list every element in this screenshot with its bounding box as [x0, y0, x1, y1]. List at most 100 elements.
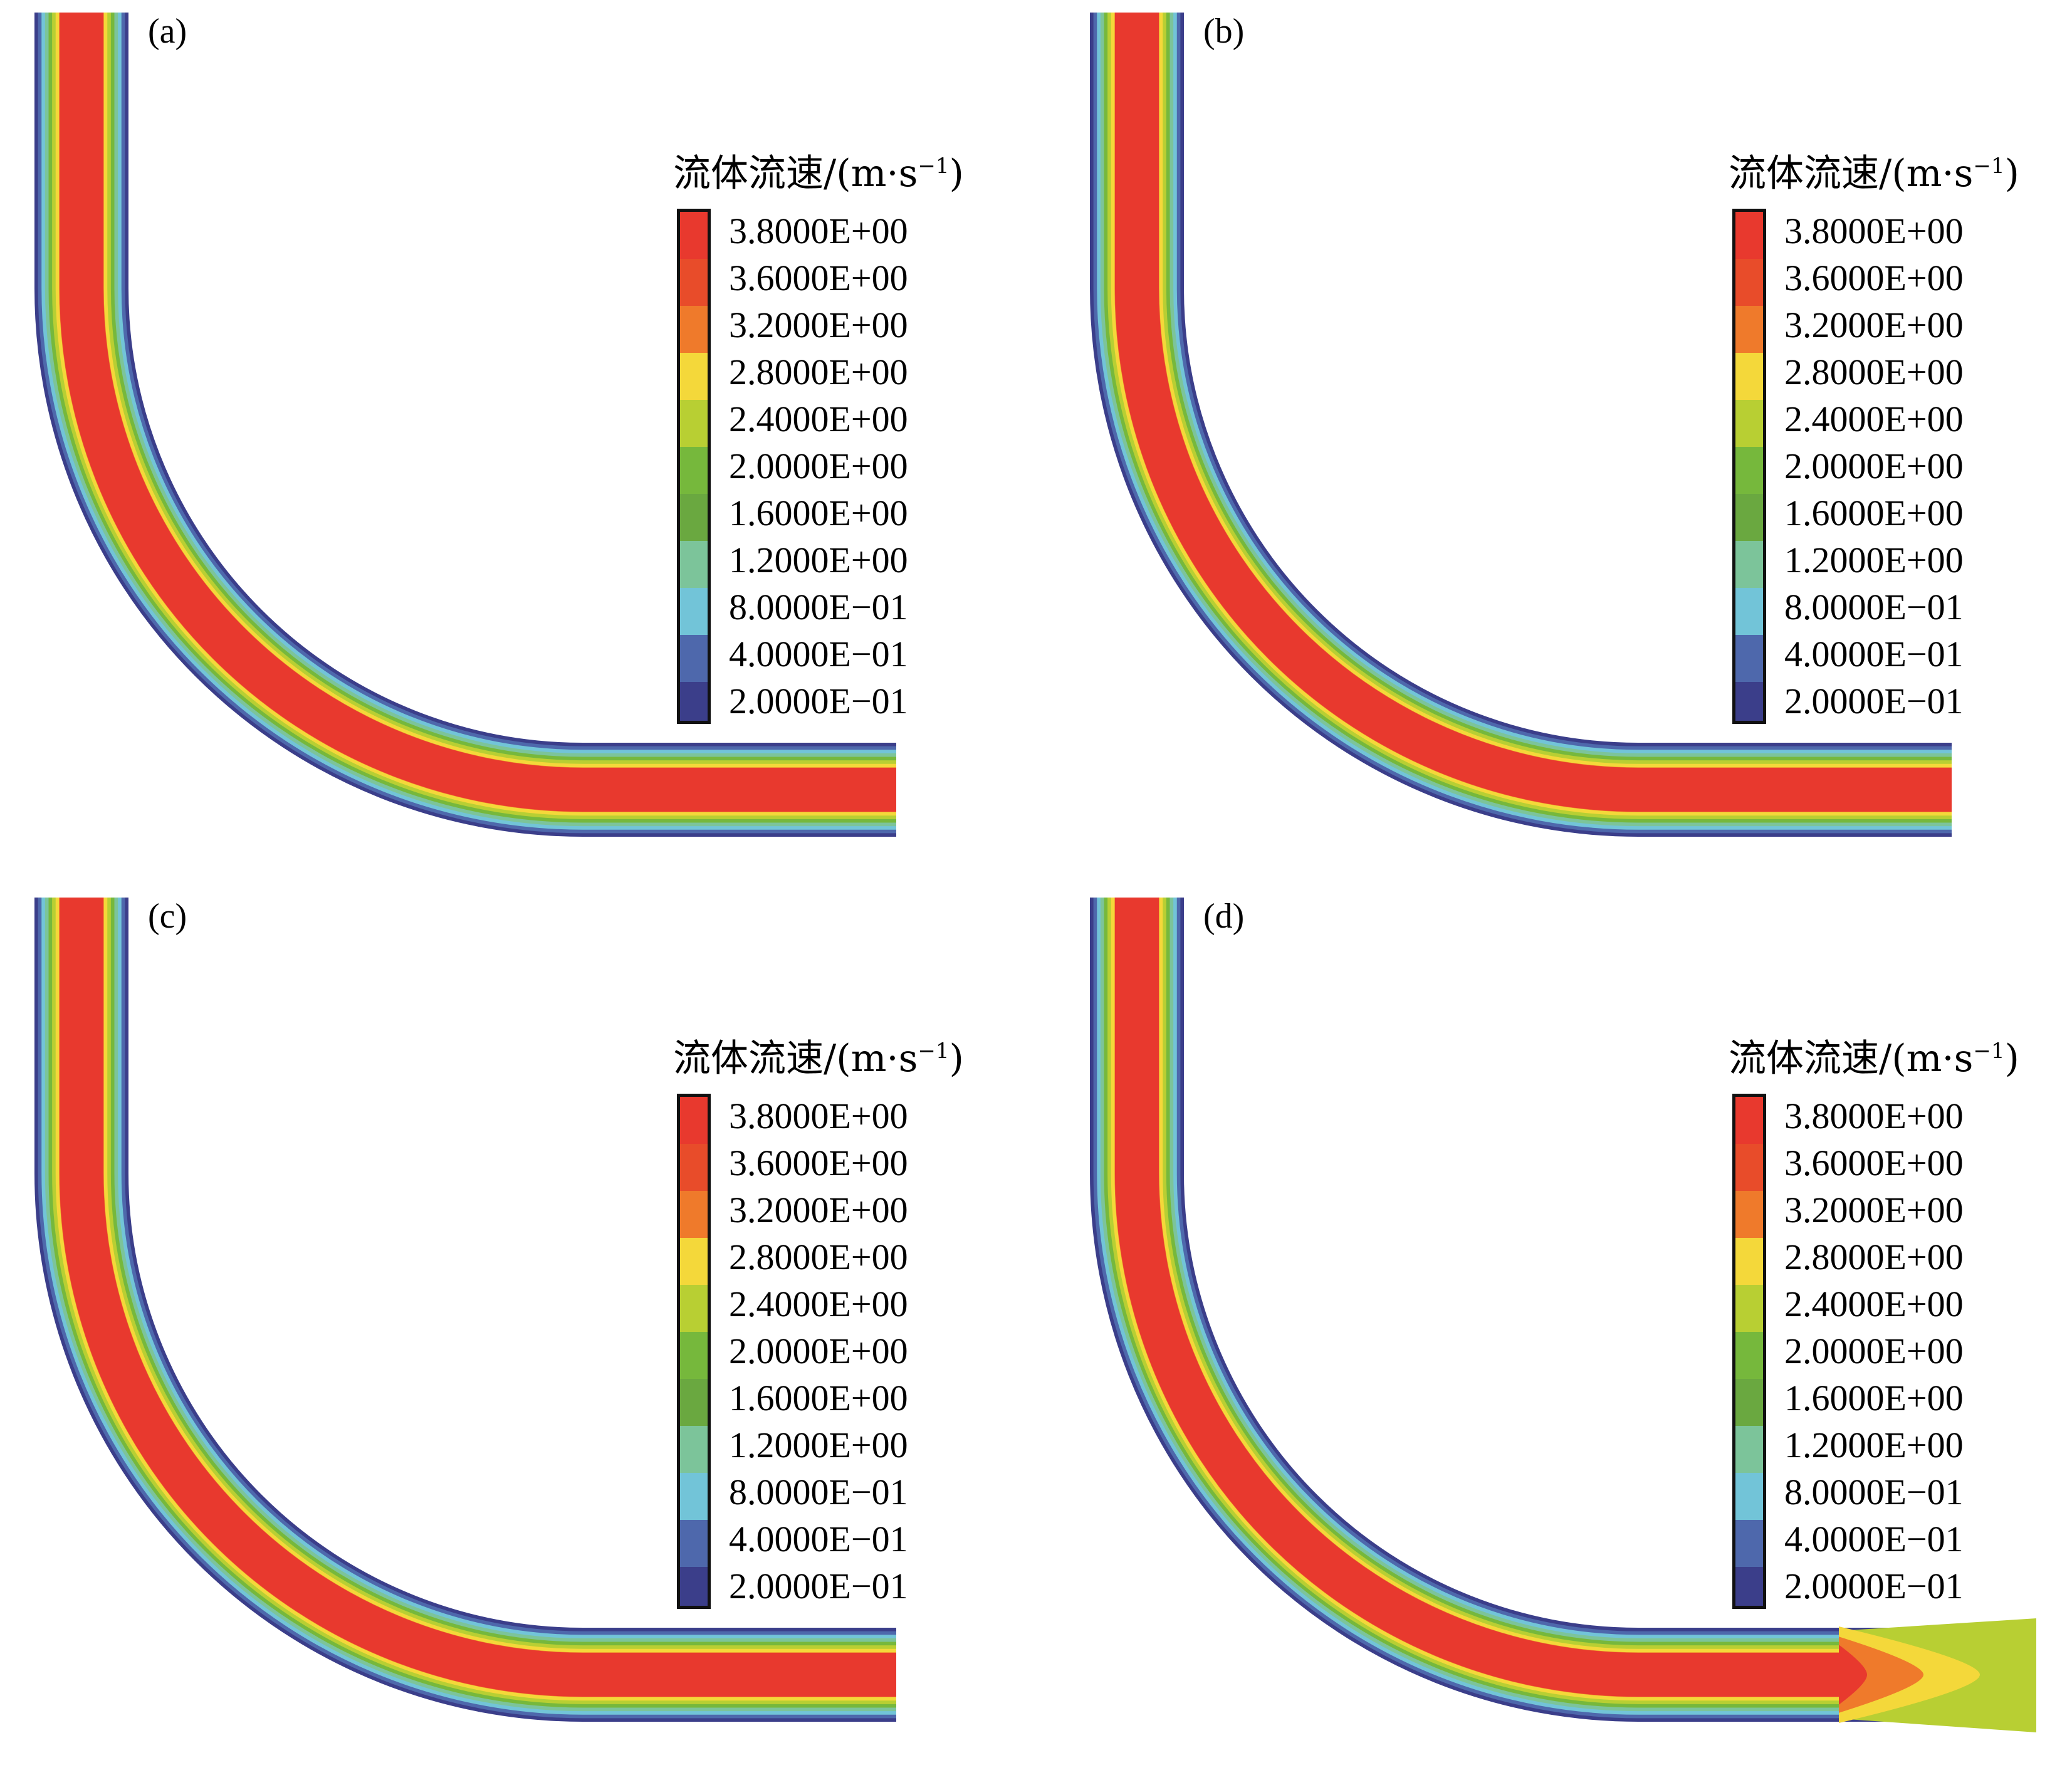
legend-value: 2.0000E+00 — [1784, 1331, 1964, 1371]
legend-swatch — [680, 541, 708, 588]
legend-value: 2.8000E+00 — [729, 1237, 908, 1277]
legend-swatch — [680, 447, 708, 494]
legend-swatch — [1735, 1097, 1763, 1144]
legend-value: 2.0000E−01 — [729, 1566, 908, 1606]
panel-b: (b) 流体流速/(m·s−1) 3.8000E+00 3.6000E+00 3.200… — [1055, 0, 2072, 885]
legend-swatch — [1735, 1191, 1763, 1238]
legend-value: 2.8000E+00 — [1784, 352, 1964, 392]
velocity-core — [60, 898, 896, 1697]
legend-swatch — [1735, 541, 1763, 588]
panel-label: (d) — [1203, 897, 1245, 936]
legend-value: 1.2000E+00 — [1784, 1425, 1964, 1465]
legend-title: 流体流速/(m·s−1) — [673, 1037, 964, 1081]
legend-swatch — [1735, 353, 1763, 400]
panel-label: (a) — [148, 12, 187, 51]
legend-swatch — [1735, 1426, 1763, 1473]
legend-swatch — [680, 1097, 708, 1144]
legend-value: 2.0000E+00 — [729, 1331, 908, 1371]
legend-swatch — [680, 1191, 708, 1238]
legend-value: 3.2000E+00 — [729, 1190, 908, 1230]
legend-swatch — [1735, 682, 1763, 721]
legend-swatch — [680, 1285, 708, 1332]
legend-value: 1.6000E+00 — [1784, 1378, 1964, 1418]
legend-swatch — [1735, 1567, 1763, 1606]
panel-d: (d) 流体流速/(m·s−1) 3.8000E+00 3.6000E+00 3.200… — [1055, 885, 2072, 1770]
legend-value: 2.0000E+00 — [729, 446, 908, 486]
legend-swatch — [680, 1144, 708, 1191]
legend-swatch — [1735, 400, 1763, 447]
pipe-velocity-contour — [34, 13, 896, 837]
legend-swatch — [680, 400, 708, 447]
legend-swatch — [680, 1238, 708, 1285]
legend-swatch — [1735, 494, 1763, 541]
legend-swatch — [680, 1567, 708, 1606]
panel-label: (c) — [148, 897, 187, 936]
legend-title: 流体流速/(m·s−1) — [673, 152, 964, 196]
legend-swatch — [680, 353, 708, 400]
legend-swatch — [1735, 212, 1763, 259]
legend-swatch — [1735, 1144, 1763, 1191]
outlet-core-layer-2 — [1839, 1645, 1867, 1705]
legend-swatch — [1735, 306, 1763, 353]
legend-value: 1.2000E+00 — [729, 540, 908, 580]
legend-value: 4.0000E−01 — [729, 634, 908, 674]
outlet-core-layer-1 — [1839, 1636, 1923, 1713]
velocity-core — [60, 13, 896, 812]
legend-value: 3.8000E+00 — [729, 211, 908, 251]
legend-swatch — [680, 306, 708, 353]
legend-title: 流体流速/(m·s−1) — [1729, 1037, 2019, 1081]
legend-value: 1.2000E+00 — [1784, 540, 1964, 580]
legend-value: 8.0000E−01 — [1784, 1472, 1964, 1512]
legend-swatch — [1735, 1520, 1763, 1567]
legend-value: 3.6000E+00 — [1784, 258, 1964, 298]
legend-value: 2.8000E+00 — [729, 352, 908, 392]
pipe-velocity-contour — [1090, 13, 1952, 837]
legend-swatch — [1735, 588, 1763, 635]
legend-value: 3.8000E+00 — [1784, 211, 1964, 251]
panel-a: (a) 流体流速/(m·s−1) 3.8000E+00 3.6000E+00 3.200… — [0, 0, 1036, 885]
legend-color-bar — [677, 1094, 711, 1609]
legend-value: 2.0000E−01 — [729, 681, 908, 721]
legend-swatch — [1735, 1238, 1763, 1285]
legend-value: 2.4000E+00 — [1784, 399, 1964, 439]
legend-value: 3.2000E+00 — [1784, 305, 1964, 345]
legend-value: 2.4000E+00 — [729, 399, 908, 439]
legend-value: 2.4000E+00 — [1784, 1284, 1964, 1324]
legend-swatch — [1735, 635, 1763, 682]
legend-color-bar — [1732, 1094, 1766, 1609]
legend-title: 流体流速/(m·s−1) — [1729, 152, 2019, 196]
legend-swatch — [680, 1426, 708, 1473]
legend-value: 3.6000E+00 — [729, 1143, 908, 1183]
panel-label: (b) — [1203, 12, 1245, 51]
legend-color-bar — [677, 209, 711, 724]
legend-swatch — [1735, 1285, 1763, 1332]
panel-c: (c) 流体流速/(m·s−1) 3.8000E+00 3.6000E+00 3.200… — [0, 885, 1036, 1770]
legend-swatch — [680, 212, 708, 259]
legend-swatch — [1735, 1379, 1763, 1426]
pipe-velocity-contour — [34, 898, 896, 1722]
legend-value: 8.0000E−01 — [1784, 587, 1964, 627]
legend-swatch — [680, 1473, 708, 1520]
legend-value: 1.6000E+00 — [729, 1378, 908, 1418]
legend-swatch — [680, 259, 708, 306]
legend-swatch — [680, 1520, 708, 1567]
legend-value: 2.4000E+00 — [729, 1284, 908, 1324]
legend-value: 8.0000E−01 — [729, 587, 908, 627]
legend-value: 4.0000E−01 — [729, 1519, 908, 1559]
legend-value: 3.6000E+00 — [729, 258, 908, 298]
legend-value: 1.6000E+00 — [1784, 493, 1964, 533]
legend-value: 2.0000E−01 — [1784, 681, 1964, 721]
legend-color-bar — [1732, 209, 1766, 724]
legend-swatch — [680, 635, 708, 682]
velocity-core — [1115, 898, 2036, 1697]
legend-value: 4.0000E−01 — [1784, 634, 1964, 674]
velocity-core — [1115, 13, 1952, 812]
legend-swatch — [1735, 1332, 1763, 1379]
legend-swatch — [680, 682, 708, 721]
legend-swatch — [1735, 447, 1763, 494]
legend-value: 3.6000E+00 — [1784, 1143, 1964, 1183]
legend-swatch — [1735, 1473, 1763, 1520]
legend-swatch — [1735, 259, 1763, 306]
legend-value: 8.0000E−01 — [729, 1472, 908, 1512]
legend-swatch — [680, 1379, 708, 1426]
